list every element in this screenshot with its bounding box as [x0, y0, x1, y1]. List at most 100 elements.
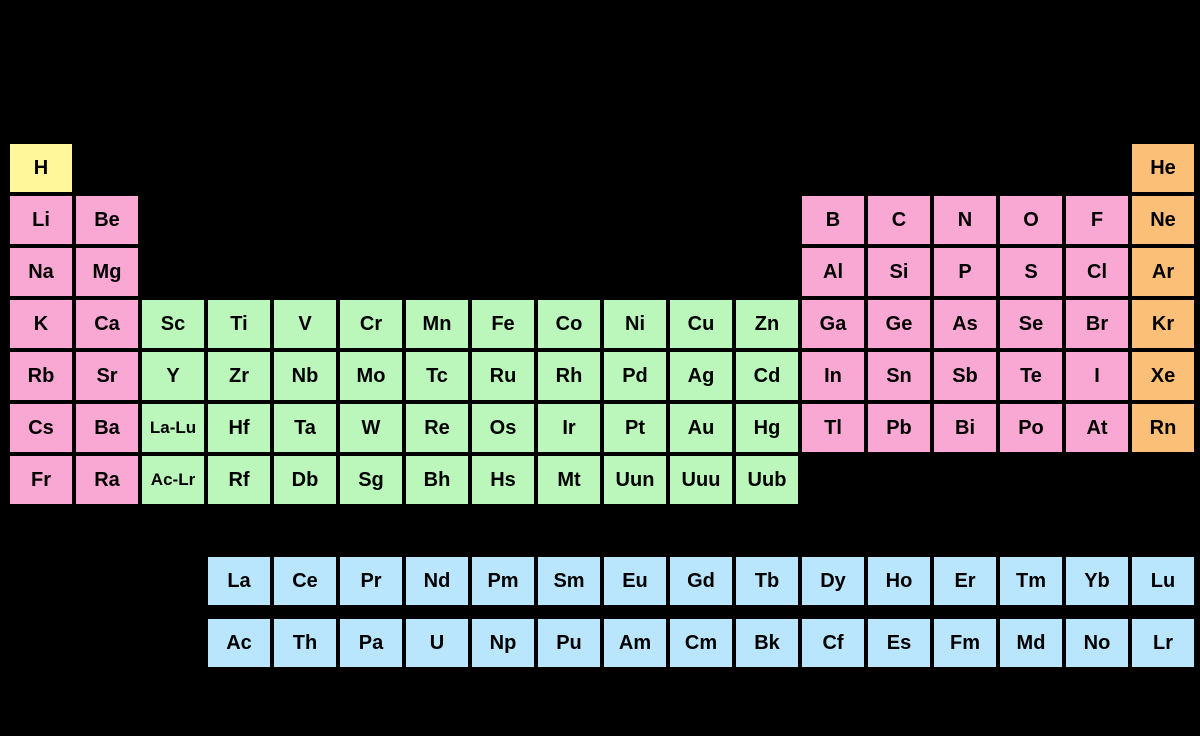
element-symbol: He	[1150, 157, 1176, 180]
element-cell-se: Se	[998, 298, 1064, 350]
element-cell-ru: Ru	[470, 350, 536, 402]
element-symbol: Ba	[94, 417, 120, 440]
element-symbol: As	[952, 313, 978, 336]
element-cell-c: C	[866, 194, 932, 246]
element-cell-ac: Ac	[206, 617, 272, 669]
element-cell-sr: Sr	[74, 350, 140, 402]
element-cell-in: In	[800, 350, 866, 402]
element-symbol: Pd	[622, 365, 648, 388]
element-cell-po: Po	[998, 402, 1064, 454]
element-symbol: N	[958, 209, 972, 232]
element-cell-ni: Ni	[602, 298, 668, 350]
element-cell-ca: Ca	[74, 298, 140, 350]
element-cell-f: F	[1064, 194, 1130, 246]
element-symbol: Ra	[94, 469, 120, 492]
element-cell-os: Os	[470, 402, 536, 454]
element-cell-bi: Bi	[932, 402, 998, 454]
element-symbol: Cr	[360, 313, 382, 336]
element-symbol: Th	[293, 632, 317, 655]
element-symbol: Br	[1086, 313, 1108, 336]
element-symbol: Pm	[487, 570, 518, 593]
element-cell-re: Re	[404, 402, 470, 454]
element-symbol: La-Lu	[150, 418, 196, 438]
element-symbol: Pu	[556, 632, 582, 655]
element-cell-hg: Hg	[734, 402, 800, 454]
element-cell-pr: Pr	[338, 555, 404, 607]
element-cell-am: Am	[602, 617, 668, 669]
element-symbol: Re	[424, 417, 450, 440]
element-symbol: Np	[490, 632, 517, 655]
element-symbol: Lu	[1151, 570, 1175, 593]
element-symbol: Bi	[955, 417, 975, 440]
element-cell-lu: Lu	[1130, 555, 1196, 607]
element-cell-la: La	[206, 555, 272, 607]
element-cell-sc: Sc	[140, 298, 206, 350]
element-symbol: Ag	[688, 365, 715, 388]
element-cell-mo: Mo	[338, 350, 404, 402]
element-cell-lr: Lr	[1130, 617, 1196, 669]
element-cell-tm: Tm	[998, 555, 1064, 607]
element-cell-cl: Cl	[1064, 246, 1130, 298]
element-cell-fe: Fe	[470, 298, 536, 350]
element-symbol: Bh	[424, 469, 451, 492]
element-cell-h: H	[8, 142, 74, 194]
element-symbol: Rb	[28, 365, 55, 388]
element-symbol: Tl	[824, 417, 842, 440]
element-symbol: Cd	[754, 365, 781, 388]
element-symbol: Li	[32, 209, 50, 232]
element-cell-la-lu: La-Lu	[140, 402, 206, 454]
element-cell-md: Md	[998, 617, 1064, 669]
element-cell-ho: Ho	[866, 555, 932, 607]
element-symbol: Se	[1019, 313, 1043, 336]
element-symbol: Tc	[426, 365, 448, 388]
element-symbol: Yb	[1084, 570, 1110, 593]
element-symbol: Ar	[1152, 261, 1174, 284]
element-cell-fm: Fm	[932, 617, 998, 669]
element-cell-te: Te	[998, 350, 1064, 402]
element-cell-cf: Cf	[800, 617, 866, 669]
element-symbol: Nd	[424, 570, 451, 593]
element-symbol: H	[34, 157, 48, 180]
element-symbol: Te	[1020, 365, 1042, 388]
element-cell-v: V	[272, 298, 338, 350]
element-cell-y: Y	[140, 350, 206, 402]
element-cell-ar: Ar	[1130, 246, 1196, 298]
element-symbol: Am	[619, 632, 651, 655]
element-symbol: Si	[890, 261, 909, 284]
element-cell-sn: Sn	[866, 350, 932, 402]
element-symbol: Es	[887, 632, 911, 655]
element-symbol: Sc	[161, 313, 185, 336]
element-symbol: Cs	[28, 417, 54, 440]
element-cell-au: Au	[668, 402, 734, 454]
element-cell-es: Es	[866, 617, 932, 669]
element-cell-k: K	[8, 298, 74, 350]
element-symbol: Fe	[491, 313, 514, 336]
element-cell-be: Be	[74, 194, 140, 246]
element-symbol: S	[1024, 261, 1037, 284]
element-symbol: Ga	[820, 313, 847, 336]
element-symbol: Ce	[292, 570, 318, 593]
element-symbol: Zn	[755, 313, 779, 336]
element-cell-mg: Mg	[74, 246, 140, 298]
element-symbol: Cl	[1087, 261, 1107, 284]
element-cell-dy: Dy	[800, 555, 866, 607]
element-cell-cr: Cr	[338, 298, 404, 350]
element-symbol: Cf	[822, 632, 843, 655]
element-symbol: W	[362, 417, 381, 440]
element-symbol: Cu	[688, 313, 715, 336]
element-symbol: Ni	[625, 313, 645, 336]
element-cell-gd: Gd	[668, 555, 734, 607]
element-symbol: Kr	[1152, 313, 1174, 336]
element-symbol: O	[1023, 209, 1039, 232]
element-cell-pa: Pa	[338, 617, 404, 669]
element-cell-sg: Sg	[338, 454, 404, 506]
element-symbol: Eu	[622, 570, 648, 593]
element-symbol: Ca	[94, 313, 120, 336]
element-symbol: Dy	[820, 570, 846, 593]
element-symbol: I	[1094, 365, 1100, 388]
element-cell-co: Co	[536, 298, 602, 350]
element-cell-tc: Tc	[404, 350, 470, 402]
element-cell-si: Si	[866, 246, 932, 298]
element-cell-tl: Tl	[800, 402, 866, 454]
element-symbol: Ac	[226, 632, 252, 655]
